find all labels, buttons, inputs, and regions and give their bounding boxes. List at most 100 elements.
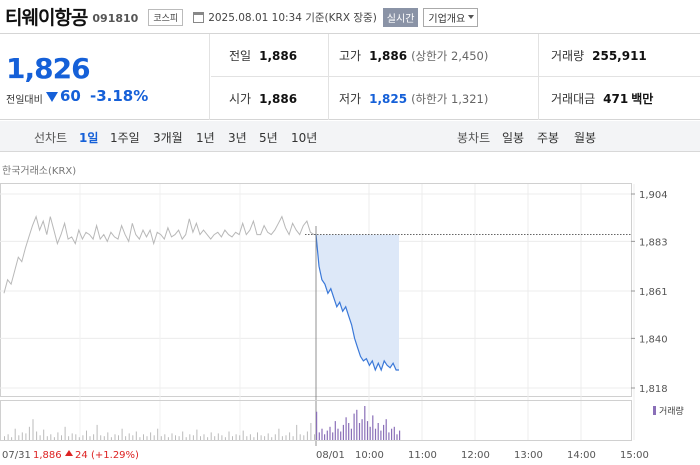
- volume-bar: [167, 437, 169, 440]
- volume-bar: [253, 437, 255, 440]
- volume-bar: [135, 431, 137, 440]
- tab-1week[interactable]: 1주일: [110, 131, 140, 145]
- prev-close-label: 전일: [229, 49, 252, 63]
- volume-cell: 거래량 255,911: [539, 34, 700, 77]
- y-tick-label: 1,904: [639, 190, 668, 201]
- volume-bar: [103, 436, 105, 440]
- volume-bar: [39, 435, 41, 440]
- volume-bar: [64, 426, 66, 440]
- volume-bar: [53, 437, 55, 440]
- prev-price-label: 1,886: [33, 450, 62, 461]
- volume-bar: [303, 435, 305, 440]
- volume-bar: [271, 437, 273, 440]
- volume-bar: [318, 432, 320, 440]
- volume-bar: [75, 434, 77, 440]
- chart-tabs: 선차트 1일 1주일 3개월 1년 3년 5년 10년 봉차트 일봉 주봉 월봉: [0, 121, 700, 152]
- line-chart-label: 선차트: [34, 131, 68, 145]
- volume-legend-icon: [653, 406, 656, 415]
- volume-bar: [192, 435, 194, 440]
- volume-bar: [391, 428, 393, 440]
- tab-5year[interactable]: 5년: [259, 131, 278, 145]
- volume-bar: [78, 437, 80, 440]
- y-axis-labels: 1,904 1,883 1,861 1,840 1,818: [631, 190, 668, 395]
- tab-weekly-candle[interactable]: 주봉: [537, 131, 560, 145]
- volume-bar: [18, 435, 20, 440]
- y-tick-label: 1,883: [639, 237, 668, 248]
- volume-bar: [153, 435, 155, 440]
- tab-daily-candle[interactable]: 일봉: [502, 131, 525, 145]
- volume-bar: [235, 434, 237, 440]
- volume-bar: [383, 424, 385, 440]
- volume-bar: [57, 432, 59, 440]
- volume-bar: [178, 436, 180, 440]
- summary-row-1: 전일 1,886 고가 1,886 (상한가 2,450) 거래량 255,91…: [211, 34, 700, 77]
- volume-bar: [260, 435, 262, 440]
- today-price-line: [315, 234, 399, 372]
- volume-bar: [246, 436, 248, 440]
- chevron-down-icon: [468, 15, 475, 19]
- tab-1day[interactable]: 1일: [79, 131, 99, 145]
- prev-day-price-line: [3, 214, 315, 294]
- volume-bar: [356, 409, 358, 440]
- tab-10year[interactable]: 10년: [291, 131, 318, 145]
- low-cell: 저가 1,825 (하한가 1,321): [329, 77, 539, 120]
- volume-bar: [281, 436, 283, 440]
- volume-bar: [114, 434, 116, 440]
- amount-unit: 백만: [631, 92, 654, 106]
- volume-bar: [366, 421, 369, 440]
- change-rate: -3.18%: [90, 87, 149, 105]
- volume-bar: [146, 436, 148, 440]
- volume-bar: [358, 423, 361, 440]
- volume-bar: [342, 424, 344, 440]
- volume-bar: [332, 432, 334, 440]
- tab-3year[interactable]: 3년: [228, 131, 247, 145]
- volume-bar: [125, 436, 127, 440]
- volume-bar: [189, 434, 191, 440]
- y-tick-label: 1,818: [639, 384, 668, 395]
- volume-bar: [139, 437, 141, 440]
- volume-bar: [257, 432, 258, 440]
- volume-bar: [369, 426, 371, 440]
- volume-bar: [316, 411, 318, 440]
- volume-bar: [43, 429, 45, 440]
- realtime-button[interactable]: 실시간: [382, 7, 419, 27]
- volume-bar: [217, 433, 219, 440]
- volume-bar: [285, 435, 287, 440]
- tab-3month[interactable]: 3개월: [153, 131, 183, 145]
- volume-bar: [203, 434, 205, 440]
- volume-bar: [377, 423, 379, 440]
- volume-bar: [228, 431, 230, 440]
- time-tick-label: 11:00: [408, 450, 437, 461]
- amount-cell: 거래대금 471 백만: [539, 77, 700, 120]
- calendar-icon: [193, 11, 205, 23]
- up-triangle-icon: [65, 450, 73, 456]
- volume-bar: [160, 436, 162, 440]
- tab-monthly-candle[interactable]: 월봉: [574, 131, 597, 145]
- volume-bar: [11, 437, 13, 440]
- volume-bar: [329, 426, 331, 440]
- volume-bar: [36, 431, 38, 440]
- volume-bar: [299, 434, 301, 440]
- volume-bar: [128, 433, 130, 440]
- time-tick-label: 14:00: [567, 450, 596, 461]
- volume-bar: [289, 432, 291, 440]
- tab-1year[interactable]: 1년: [196, 131, 215, 145]
- volume-bar: [385, 419, 387, 440]
- volume-bar: [348, 423, 350, 440]
- open-value: 1,886: [259, 91, 298, 106]
- volume-bar: [239, 435, 241, 440]
- volume-bar: [207, 437, 209, 440]
- stock-code: 091810: [92, 11, 139, 25]
- time-tick-label: 10:00: [355, 450, 384, 461]
- volume-bar: [296, 424, 298, 440]
- volume-bar: [100, 435, 102, 440]
- volume-bar: [372, 415, 374, 440]
- volume-bar: [68, 436, 70, 440]
- volume-bar: [393, 426, 395, 440]
- volume-bar: [264, 436, 266, 440]
- high-cell: 고가 1,886 (상한가 2,450): [329, 34, 539, 77]
- company-info-dropdown[interactable]: 기업개요: [423, 7, 479, 27]
- y-grid: [0, 193, 631, 389]
- volume-bar: [182, 431, 184, 440]
- volume-bar: [214, 436, 216, 440]
